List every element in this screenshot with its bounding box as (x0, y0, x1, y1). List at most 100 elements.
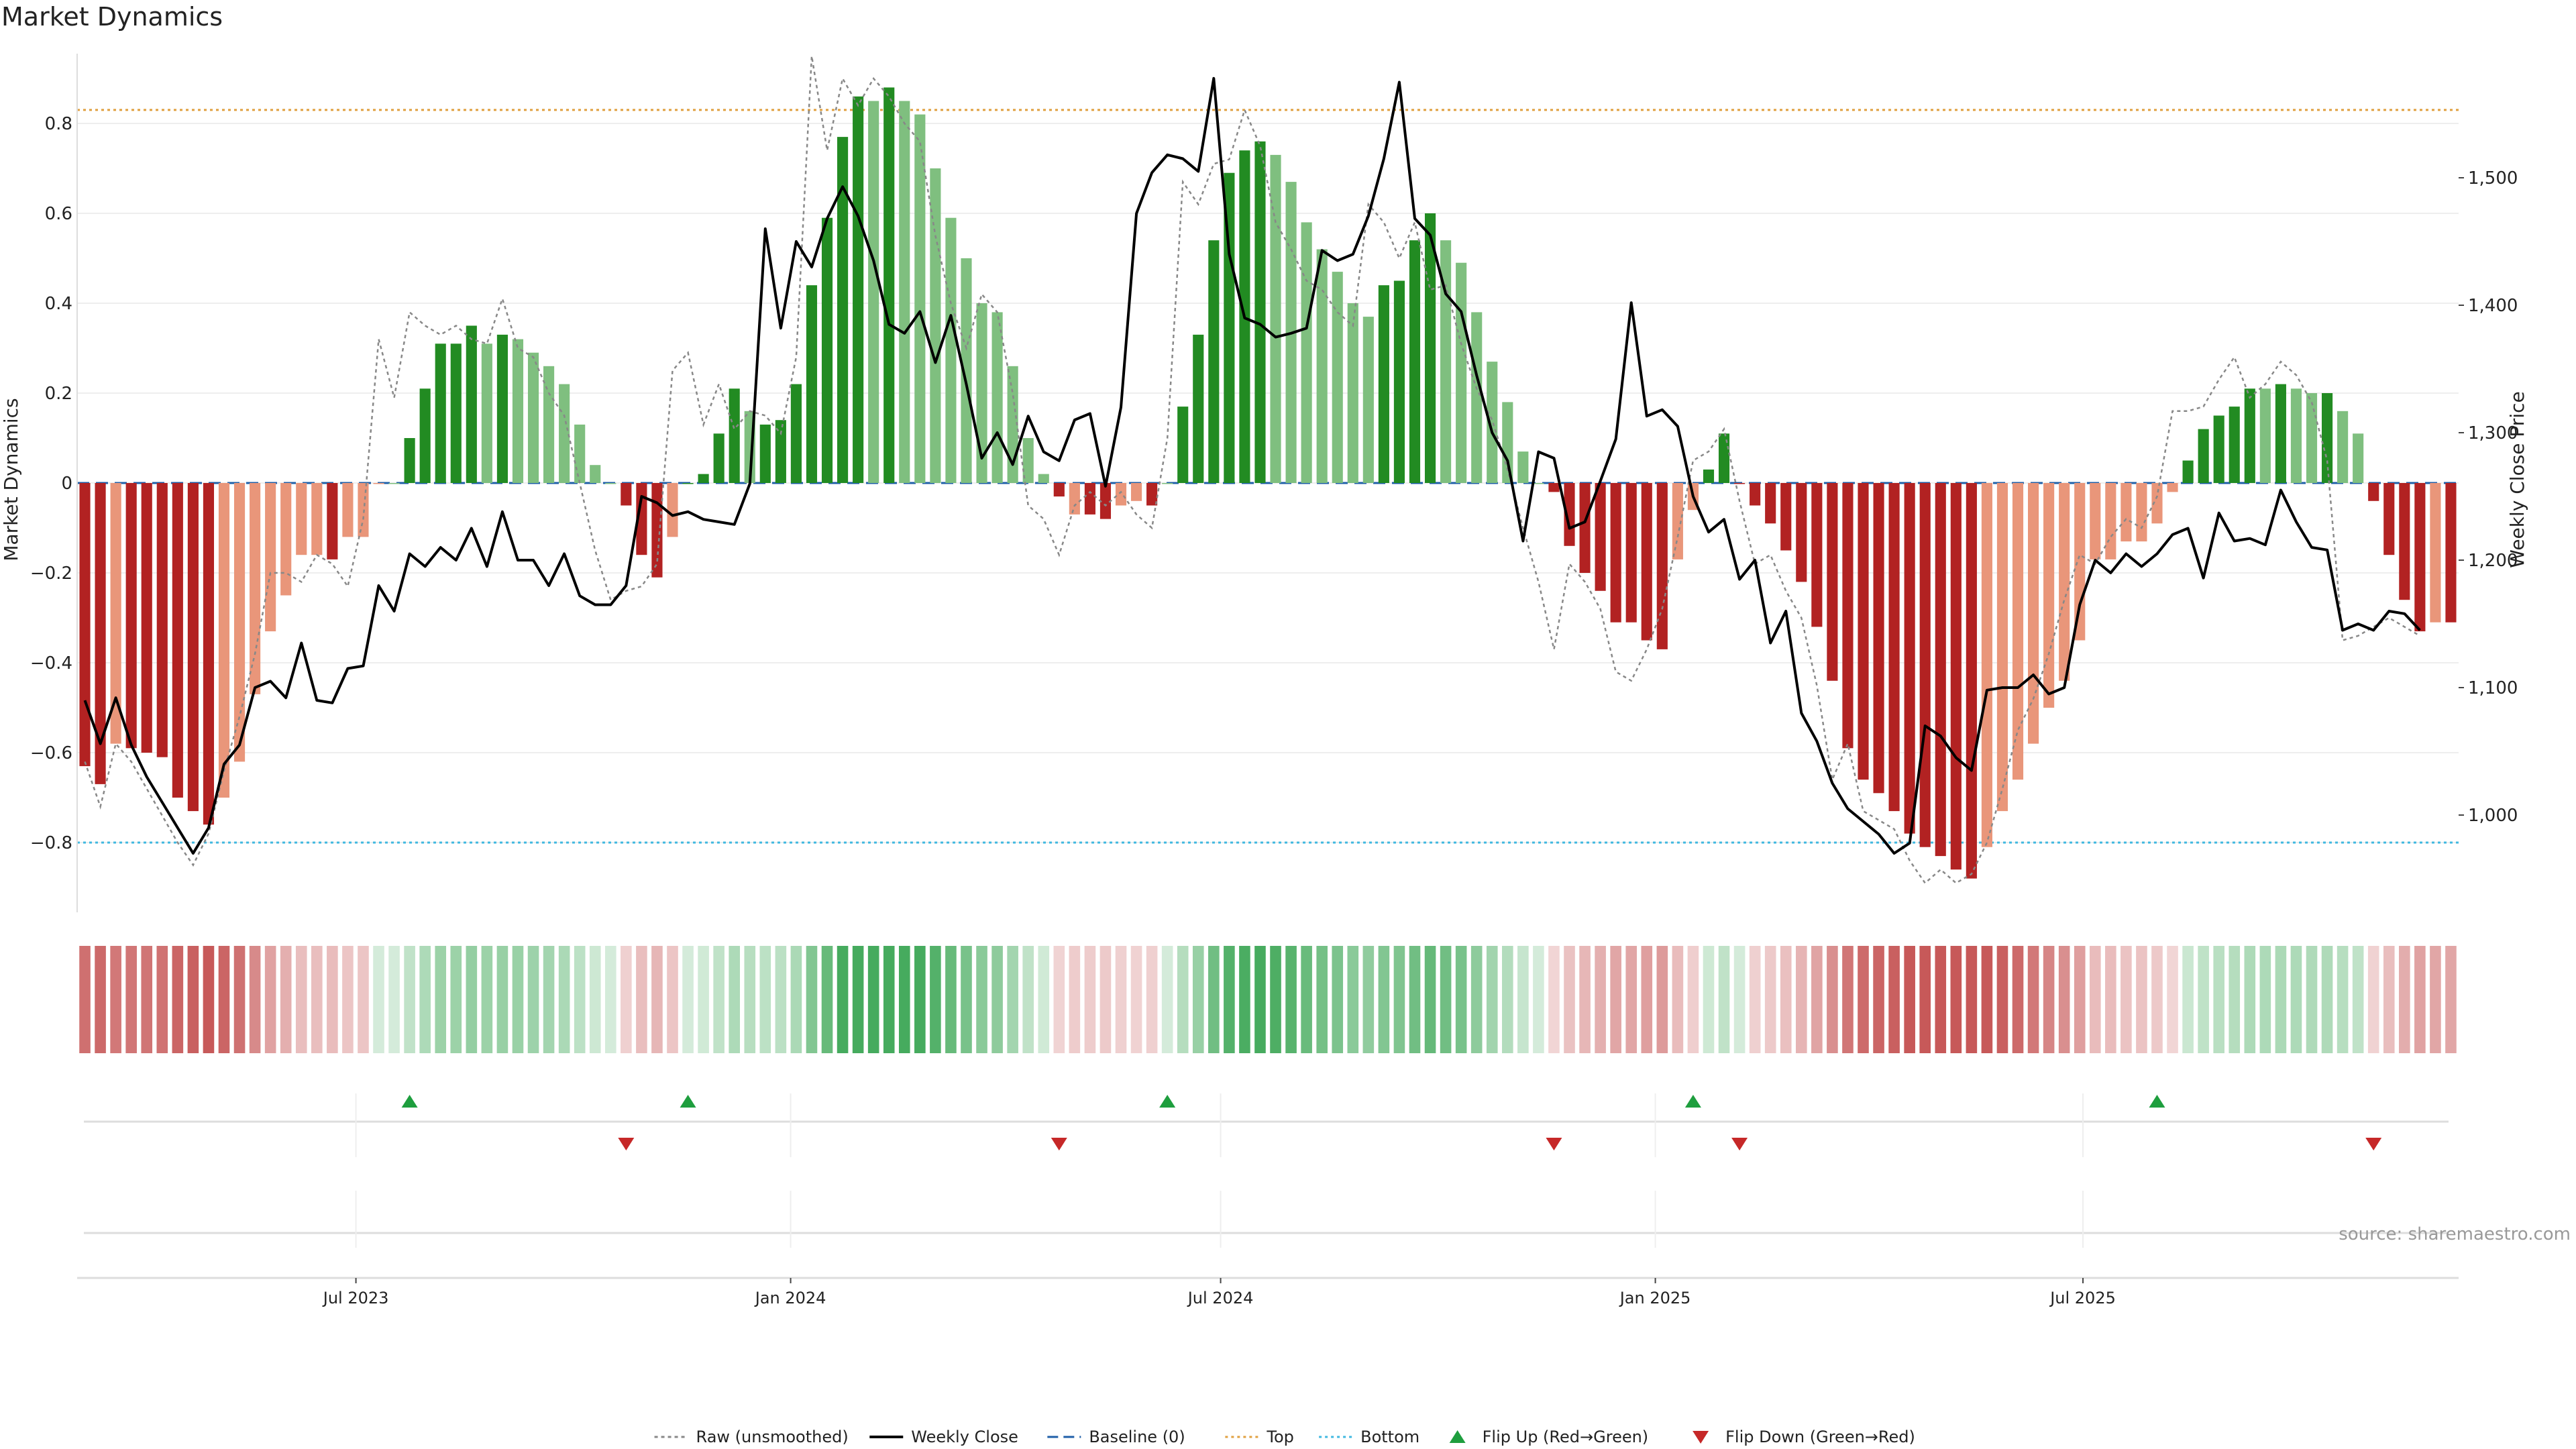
market-dynamics-bar (1301, 222, 1312, 483)
regime-strip-cell (898, 946, 910, 1053)
regime-strip-cell (1192, 946, 1204, 1053)
market-dynamics-bar (203, 483, 215, 825)
regime-strip-cell (1795, 946, 1807, 1053)
y-tick-label: −0.6 (30, 743, 72, 763)
regime-strip-cell (295, 946, 307, 1053)
regime-strip-cell (172, 946, 184, 1053)
market-dynamics-bar (2383, 483, 2395, 555)
regime-strip-cell (2244, 946, 2256, 1053)
regime-strip-cell (1038, 946, 1050, 1053)
regime-strip-cell (2275, 946, 2287, 1053)
regime-strip-cell (512, 946, 524, 1053)
regime-strip-cell (1470, 946, 1483, 1053)
chart-title: Market Dynamics (1, 2, 223, 32)
regime-strip-cell (527, 946, 539, 1053)
regime-strip-cell (2058, 946, 2070, 1053)
market-dynamics-bar (1656, 483, 1668, 649)
market-dynamics-bar (2259, 388, 2271, 483)
legend-symbol (1449, 1430, 1466, 1443)
regime-strip-cell (604, 946, 616, 1053)
x-tick-label: Jan 2025 (1619, 1289, 1691, 1307)
market-dynamics-bar (2198, 429, 2209, 483)
regime-strip-cell (2259, 946, 2271, 1053)
regime-strip-cell (156, 946, 168, 1053)
regime-strip-cell (1749, 946, 1761, 1053)
market-dynamics-bar (1456, 262, 1467, 483)
legend-symbol (1693, 1431, 1709, 1444)
regime-strip-cell (2182, 946, 2194, 1053)
market-dynamics-bar (450, 343, 462, 483)
market-dynamics-bar (2430, 483, 2441, 623)
regime-strip-cell (496, 946, 508, 1053)
regime-strip-cell (2414, 946, 2426, 1053)
market-dynamics-bar (1038, 474, 1049, 483)
market-dynamics-bar (1765, 483, 1776, 524)
regime-strip-cell (1981, 946, 1993, 1053)
x-tick-label: Jul 2024 (1187, 1289, 1254, 1307)
flip-up-marker (1684, 1095, 1701, 1108)
regime-strip-cell (759, 946, 771, 1053)
y2-tick-label: 1,100 (2468, 678, 2518, 698)
regime-strip-cell (95, 946, 106, 1053)
market-dynamics-bar (1858, 483, 1869, 780)
regime-strip-cell (621, 946, 632, 1053)
regime-strip-cell (1533, 946, 1544, 1053)
regime-strip-cell (558, 946, 570, 1053)
market-dynamics-bar (2399, 483, 2410, 600)
market-dynamics-bar (1316, 249, 1328, 483)
market-dynamics-bar (79, 483, 91, 767)
market-dynamics-bar (342, 483, 354, 537)
market-dynamics-bar (172, 483, 183, 798)
regime-strip-cell (311, 946, 323, 1053)
market-dynamics-bar (250, 483, 261, 694)
market-dynamics-bar (1641, 483, 1652, 641)
market-dynamics-bar (2151, 483, 2163, 524)
regime-strip-cell (636, 946, 647, 1053)
market-dynamics-bar (1440, 240, 1452, 483)
legend-item: Flip Up (Red→Green) (1449, 1428, 1648, 1446)
market-dynamics-bar (1935, 483, 1946, 857)
regime-strip-cell (1316, 946, 1328, 1053)
regime-strip-cell (2012, 946, 2024, 1053)
regime-strip-cell (1409, 946, 1421, 1053)
regime-strip-cell (2383, 946, 2395, 1053)
regime-strip-cell (466, 946, 478, 1053)
regime-strip-cell (404, 946, 415, 1053)
market-dynamics-bar (1548, 483, 1560, 492)
regime-strip-cell (1362, 946, 1375, 1053)
market-dynamics-bar (1873, 483, 1884, 794)
flip-up-marker (680, 1095, 696, 1108)
regime-strip-cell (821, 946, 833, 1053)
regime-strip-cell (1935, 946, 1947, 1053)
market-dynamics-bar (466, 325, 477, 483)
legend-item: Weekly Close (869, 1428, 1018, 1446)
market-dynamics-bar (1115, 483, 1127, 506)
regime-strip-cell (1718, 946, 1730, 1053)
regime-strip-cell (1672, 946, 1684, 1053)
regime-strip-cell (2306, 946, 2318, 1053)
market-dynamics-bar (775, 420, 786, 483)
regime-strip-cell (327, 946, 338, 1053)
market-dynamics-bar (141, 483, 152, 753)
market-dynamics-bar (2012, 483, 2024, 780)
market-dynamics-bar (233, 483, 246, 762)
market-dynamics-bar (1610, 483, 1621, 623)
x-tick-label: Jul 2025 (2049, 1289, 2116, 1307)
market-dynamics-bar (961, 258, 972, 483)
regime-strip-cell (2105, 946, 2116, 1053)
market-dynamics-bar (976, 303, 987, 483)
flip-down-marker (1731, 1138, 1748, 1150)
regime-strip-cell (2167, 946, 2178, 1053)
regime-strip-cell (2213, 946, 2224, 1053)
market-dynamics-bar (1332, 272, 1343, 483)
legend: Raw (unsmoothed) Weekly Close Baseline (0)… (654, 1428, 1915, 1446)
market-dynamics-bar (2090, 483, 2101, 559)
regime-strip-cell (450, 946, 462, 1053)
regime-strip-cell (1996, 946, 2008, 1053)
regime-strip-cell (388, 946, 400, 1053)
market-dynamics-bar (667, 483, 678, 537)
market-dynamics-bar (1053, 483, 1065, 497)
regime-strip (79, 946, 2457, 1053)
regime-strip-cell (358, 946, 369, 1053)
